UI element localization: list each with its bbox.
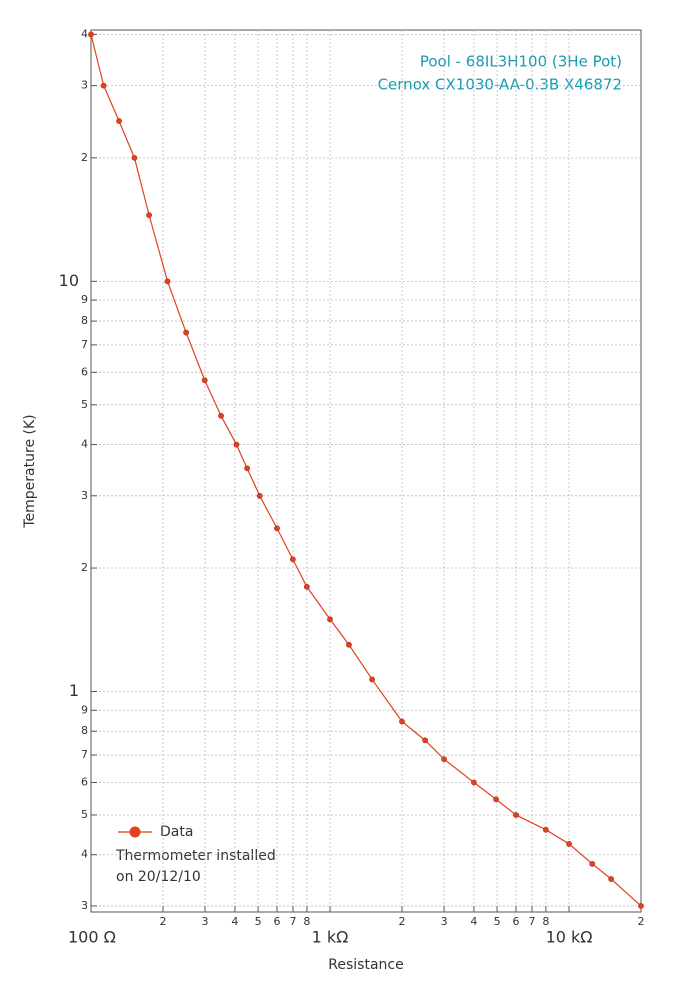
x-tick-label: 3 — [202, 915, 209, 928]
data-point — [422, 737, 429, 744]
y-tick-label: 4 — [81, 848, 88, 861]
y-axis-label: Temperature (K) — [22, 414, 38, 528]
x-tick-label: 8 — [542, 915, 549, 928]
x-tick-label: 2 — [398, 915, 405, 928]
y-tick-label: 4 — [81, 27, 88, 40]
x-tick-label: 6 — [513, 915, 520, 928]
x-tick-label: 100 Ω — [68, 928, 116, 947]
x-tick-label: 4 — [470, 915, 477, 928]
y-tick-label: 7 — [81, 338, 88, 351]
data-point — [274, 525, 280, 532]
data-point — [493, 796, 499, 803]
data-point — [566, 841, 572, 847]
data-point — [542, 826, 549, 833]
data-point — [327, 616, 333, 623]
x-tick-label: 6 — [273, 915, 280, 928]
y-tick-label: 8 — [81, 314, 88, 327]
annotation: on 20/12/10 — [116, 869, 201, 885]
data-point — [608, 876, 615, 882]
data-point — [471, 779, 477, 786]
data-point — [201, 377, 208, 384]
data-point — [116, 118, 122, 124]
data-point — [88, 31, 94, 38]
y-tick-label: 6 — [81, 365, 88, 378]
data-point — [369, 676, 376, 683]
data-point — [164, 278, 171, 285]
x-tick-label: 4 — [231, 915, 238, 928]
data-point — [441, 756, 447, 763]
data-point — [233, 441, 240, 448]
x-axis-label: Resistance — [328, 957, 403, 973]
y-tick-label: 10 — [59, 271, 79, 290]
legend-marker — [129, 826, 141, 838]
x-tick-label: 1 kΩ — [312, 928, 349, 947]
data-point — [303, 583, 310, 590]
data-point — [399, 718, 405, 725]
x-tick-label: 7 — [289, 915, 296, 928]
y-tick-label: 4 — [81, 438, 88, 451]
y-tick-label: 8 — [81, 724, 88, 737]
data-point — [100, 82, 107, 89]
y-tick-label: 7 — [81, 748, 88, 761]
data-point — [589, 860, 596, 867]
y-tick-label: 9 — [81, 703, 88, 716]
x-tick-label: 5 — [255, 915, 262, 928]
data-line — [90, 34, 642, 907]
y-tick-label: 9 — [81, 293, 88, 306]
y-tick-label: 5 — [81, 398, 88, 411]
y-tick-label: 2 — [81, 151, 88, 164]
x-tick-label: 7 — [529, 915, 536, 928]
data-point — [289, 556, 296, 563]
x-tick-label: 8 — [303, 915, 310, 928]
data-point — [638, 903, 644, 909]
x-tick-label: 10 kΩ — [546, 928, 593, 947]
y-tick-label: 6 — [81, 775, 88, 788]
y-tick-label: 1 — [69, 681, 79, 700]
annotation: Thermometer installed — [115, 848, 276, 864]
chart-subtitle: Cernox CX1030-AA-0.3B X46872 — [378, 76, 622, 94]
data-point — [244, 465, 251, 472]
x-tick-label: 3 — [441, 915, 448, 928]
x-tick-label: 2 — [638, 915, 645, 928]
grid — [91, 30, 641, 912]
data-point — [346, 641, 352, 648]
chart-title: Pool - 68IL3H100 (3He Pot) — [420, 53, 622, 71]
legend-label: Data — [160, 824, 193, 840]
x-tick-label: 5 — [494, 915, 501, 928]
data-point — [183, 329, 190, 336]
y-tick-label: 3 — [81, 489, 88, 502]
data-point — [513, 812, 519, 818]
data-point — [256, 492, 263, 499]
y-tick-label: 5 — [81, 808, 88, 821]
plot-frame — [90, 29, 642, 913]
y-tick-label: 3 — [81, 79, 88, 92]
data-point — [131, 154, 138, 161]
x-tick-label: 2 — [159, 915, 166, 928]
data-point — [218, 412, 224, 419]
y-tick-label: 2 — [81, 561, 88, 574]
y-tick-label: 3 — [81, 899, 88, 912]
data-point — [146, 212, 152, 219]
